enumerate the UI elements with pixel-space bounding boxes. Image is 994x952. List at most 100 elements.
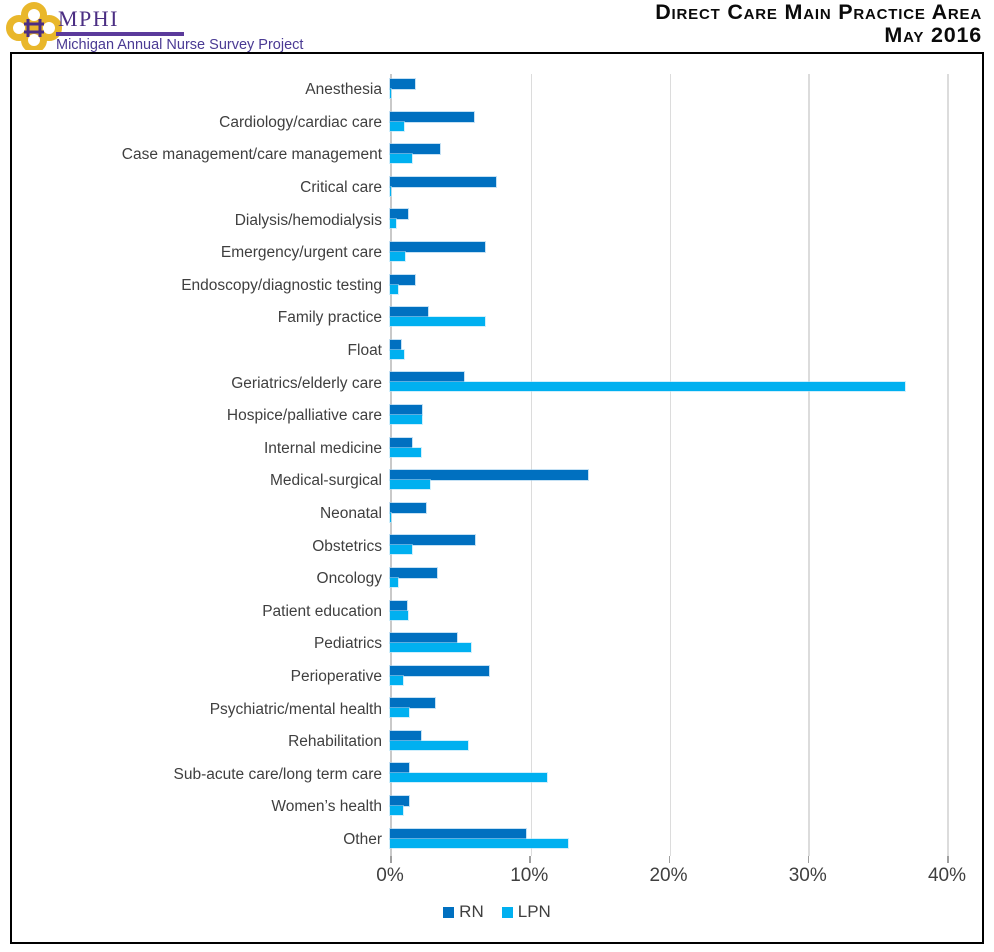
rn-bar bbox=[390, 404, 423, 415]
category-label: Sub-acute care/long term care bbox=[173, 765, 383, 783]
category-label: Cardiology/cardiac care bbox=[219, 113, 382, 131]
chart-row: Anesthesia bbox=[12, 74, 982, 107]
x-tick-label: 0% bbox=[376, 865, 404, 887]
category-label: Emergency/urgent care bbox=[220, 244, 382, 262]
lpn-bar bbox=[390, 154, 413, 164]
category-label: Obstetrics bbox=[312, 537, 382, 555]
rn-bar bbox=[390, 437, 413, 448]
gridline bbox=[669, 74, 671, 857]
bar-group bbox=[390, 661, 947, 694]
logo-subtitle: Michigan Annual Nurse Survey Project bbox=[56, 37, 304, 53]
bar-group bbox=[390, 824, 947, 857]
bar-group bbox=[390, 465, 947, 498]
rn-bar bbox=[390, 209, 409, 220]
chart-legend: RN LPN bbox=[12, 902, 982, 922]
rn-bar bbox=[390, 698, 435, 709]
rn-bar bbox=[390, 470, 588, 481]
rn-bar bbox=[390, 79, 416, 89]
category-label: Float bbox=[347, 342, 382, 360]
lpn-bar bbox=[390, 740, 468, 750]
category-label: Internal medicine bbox=[263, 439, 382, 457]
x-tick-mark bbox=[947, 856, 949, 864]
mphi-logo-icon bbox=[6, 2, 62, 50]
x-tick-mark bbox=[390, 856, 392, 864]
bar-group bbox=[390, 498, 947, 531]
category-label: Rehabilitation bbox=[288, 733, 382, 751]
rn-bar bbox=[390, 665, 489, 676]
category-label: Anesthesia bbox=[305, 81, 382, 99]
chart-row: Dialysis/hemodialysis bbox=[12, 204, 982, 237]
lpn-bar bbox=[390, 219, 396, 229]
lpn-bar bbox=[390, 89, 392, 98]
bar-group bbox=[390, 563, 947, 596]
x-tick-label: 40% bbox=[927, 865, 967, 887]
lpn-bar bbox=[390, 480, 431, 490]
lpn-bar bbox=[390, 643, 471, 653]
chart-row: Medical-surgical bbox=[12, 465, 982, 498]
chart-row: Geriatrics/elderly care bbox=[12, 367, 982, 400]
legend-label: RN bbox=[459, 902, 484, 922]
x-tick-label: 30% bbox=[788, 865, 827, 887]
rn-bar bbox=[390, 339, 402, 350]
bar-group bbox=[390, 139, 947, 172]
rn-bar bbox=[390, 828, 527, 839]
legend-label: LPN bbox=[517, 902, 551, 922]
rn-bar bbox=[390, 144, 441, 155]
chart-row: Internal medicine bbox=[12, 433, 982, 466]
chart-row: Emergency/urgent care bbox=[12, 237, 982, 270]
category-label: Geriatrics/elderly care bbox=[231, 374, 382, 392]
lpn-bar bbox=[390, 545, 413, 555]
bar-group bbox=[390, 270, 947, 303]
lpn-bar bbox=[390, 251, 406, 261]
rn-bar bbox=[390, 600, 407, 611]
grid-overlay bbox=[390, 74, 949, 857]
category-label: Other bbox=[343, 830, 382, 848]
chart-row: Critical care bbox=[12, 172, 982, 205]
bar-group bbox=[390, 530, 947, 563]
page-title-line1: Direct Care Main Practice Area bbox=[655, 0, 982, 24]
chart-row: Patient education bbox=[12, 596, 982, 629]
rn-bar bbox=[390, 763, 410, 774]
bar-group bbox=[390, 758, 947, 791]
lpn-bar bbox=[390, 447, 421, 457]
bar-rows: Anesthesia Cardiology/cardiac care Case ma… bbox=[12, 74, 982, 856]
category-label: Psychiatric/mental health bbox=[209, 700, 382, 718]
category-label: Case management/care management bbox=[121, 146, 382, 164]
bar-group bbox=[390, 628, 947, 661]
bar-group bbox=[390, 74, 947, 107]
rn-bar bbox=[390, 796, 410, 807]
category-label: Oncology bbox=[316, 570, 382, 588]
chart-row: Endoscopy/diagnostic testing bbox=[12, 270, 982, 303]
bar-group bbox=[390, 172, 947, 205]
x-tick-label: 20% bbox=[649, 865, 688, 887]
category-label: Family practice bbox=[277, 309, 382, 327]
category-label: Pediatrics bbox=[313, 635, 382, 653]
bar-group bbox=[390, 791, 947, 824]
bar-group bbox=[390, 302, 947, 335]
logo-underline-divider bbox=[56, 32, 184, 36]
gridline bbox=[808, 74, 810, 857]
rn-bar bbox=[390, 633, 457, 644]
bar-group bbox=[390, 693, 947, 726]
legend-item-lpn: LPN bbox=[501, 902, 551, 922]
page-title: Direct Care Main Practice Area May 2016 bbox=[655, 1, 982, 47]
chart-row: Psychiatric/mental health bbox=[12, 693, 982, 726]
x-tick-mark bbox=[807, 856, 810, 864]
chart-row: Sub-acute care/long term care bbox=[12, 758, 982, 791]
category-label: Perioperative bbox=[290, 667, 382, 685]
lpn-bar bbox=[390, 414, 423, 424]
category-label: Medical-surgical bbox=[270, 472, 382, 490]
lpn-bar bbox=[390, 317, 485, 327]
lpn-bar bbox=[390, 838, 569, 848]
bar-group bbox=[390, 433, 947, 466]
rn-bar bbox=[390, 730, 421, 741]
lpn-bar bbox=[390, 773, 548, 783]
chart-row: Cardiology/cardiac care bbox=[12, 107, 982, 140]
bar-group bbox=[390, 107, 947, 140]
chart-frame: Anesthesia Cardiology/cardiac care Case ma… bbox=[10, 52, 984, 944]
logo-acronym: MPHI bbox=[58, 6, 120, 31]
rn-bar bbox=[390, 567, 438, 578]
chart-row: Women’s health bbox=[12, 791, 982, 824]
rn-bar bbox=[390, 535, 475, 546]
legend-item-rn: RN bbox=[443, 902, 484, 922]
